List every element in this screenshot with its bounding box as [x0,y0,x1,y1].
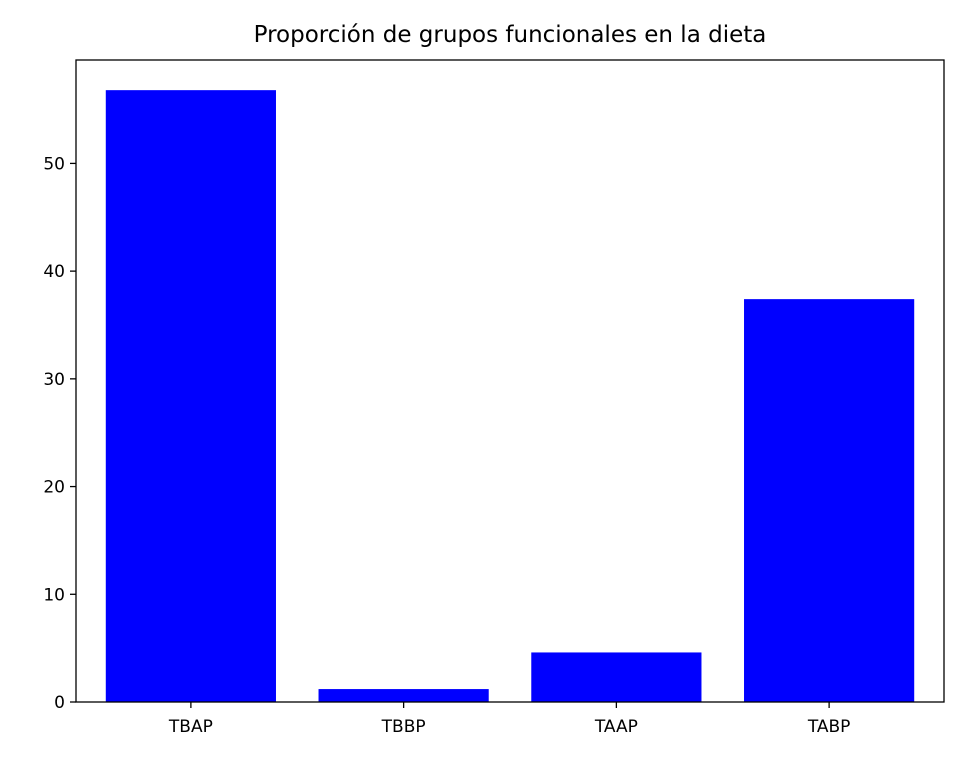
y-tick-label-40: 40 [43,262,65,282]
x-tick-label-taap: TAAP [594,717,638,737]
x-tick-label-tbap: TBAP [168,717,213,737]
y-tick-label-10: 10 [43,585,65,605]
y-tick-label-20: 20 [43,478,65,498]
x-tick-label-tbbp: TBBP [381,717,426,737]
axes-frame [75,59,945,703]
bar-tbbp [318,689,489,702]
x-tick-label-tabp: TABP [807,717,851,737]
chart-title: Proporción de grupos funcionales en la d… [254,22,767,48]
y-axis: 0 10 20 30 40 50 [43,154,76,713]
bar-taap [531,652,702,702]
bar-tbap [105,90,276,702]
x-axis: TBAP TBBP TAAP TABP [168,702,851,737]
y-tick-label-30: 30 [43,370,65,390]
bars-group [105,90,915,702]
bar-tabp [744,299,915,702]
y-tick-label-0: 0 [54,693,65,713]
y-tick-label-50: 50 [43,154,65,174]
